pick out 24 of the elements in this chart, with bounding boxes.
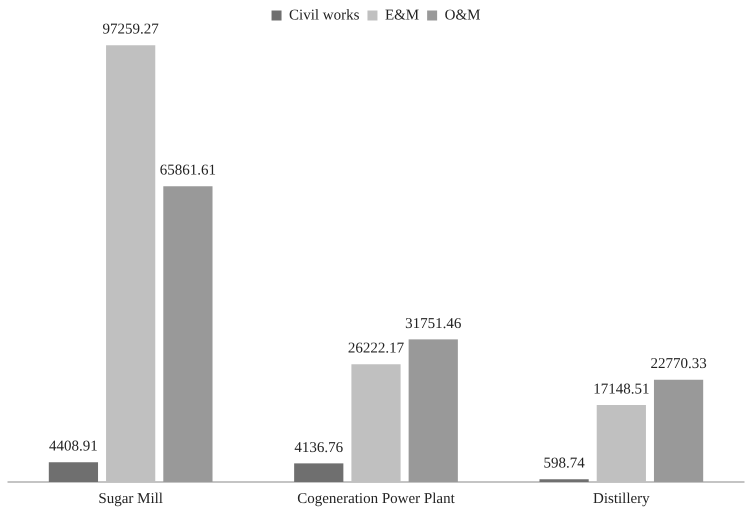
legend-label: O&M — [444, 7, 480, 24]
bar — [294, 463, 344, 482]
x-tick-label: Sugar Mill — [98, 490, 163, 507]
data-label: 97259.27 — [102, 22, 160, 38]
legend-label: E&M — [384, 7, 420, 24]
bar — [539, 479, 589, 482]
bar — [351, 364, 401, 482]
x-tick-label: Distillery — [592, 490, 650, 507]
bar — [48, 462, 98, 482]
data-label: 22770.33 — [650, 356, 707, 372]
bar — [654, 380, 704, 482]
bar — [408, 339, 458, 482]
data-label: 4408.91 — [49, 438, 98, 455]
x-tick-label: Cogeneration Power Plant — [297, 490, 456, 507]
data-label: 17148.51 — [593, 381, 650, 398]
data-label: 26222.17 — [348, 340, 405, 357]
data-label: 598.74 — [543, 456, 586, 472]
data-label: 4136.76 — [294, 440, 344, 456]
bar — [106, 45, 156, 482]
legend-label: Civil works — [289, 7, 360, 24]
data-label: 65861.61 — [160, 162, 216, 179]
bar — [596, 405, 646, 482]
bar — [163, 186, 213, 482]
data-label: 31751.46 — [405, 316, 462, 332]
